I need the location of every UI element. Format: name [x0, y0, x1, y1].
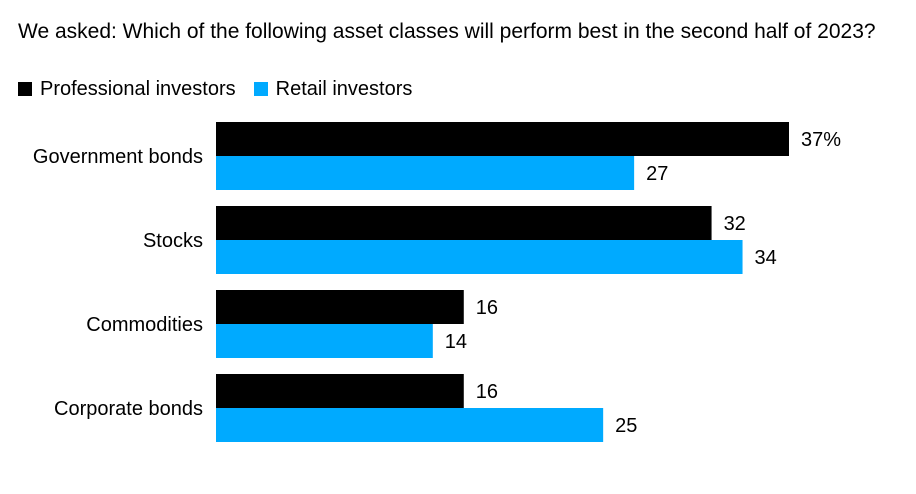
category-label: Government bonds	[33, 146, 203, 168]
legend-swatch-professional	[18, 82, 32, 96]
legend-label-retail: Retail investors	[275, 77, 413, 100]
legend: Professional investors Retail investors	[18, 78, 430, 100]
bar-retail	[216, 408, 604, 442]
value-label: 32	[724, 213, 746, 235]
bar-retail	[216, 156, 635, 190]
bar-professional	[216, 122, 789, 156]
value-label: 14	[445, 331, 467, 353]
category-label: Commodities	[86, 314, 203, 336]
legend-label-professional: Professional investors	[40, 77, 236, 100]
bar-retail	[216, 324, 433, 358]
bar-retail	[216, 240, 743, 274]
value-label: 37%	[801, 129, 841, 151]
bar-professional	[216, 290, 464, 324]
value-label: 25	[615, 415, 637, 437]
value-label: 34	[755, 247, 777, 269]
bar-professional	[216, 206, 712, 240]
value-label: 16	[476, 381, 498, 403]
chart-title: We asked: Which of the following asset c…	[18, 20, 876, 43]
legend-item-retail: Retail investors	[253, 77, 413, 101]
category-label: Corporate bonds	[54, 398, 203, 420]
value-label: 27	[646, 163, 668, 185]
category-label: Stocks	[143, 230, 203, 252]
legend-item-professional: Professional investors	[18, 78, 236, 101]
bar-professional	[216, 374, 464, 408]
legend-swatch-retail	[253, 82, 268, 96]
value-label: 16	[476, 297, 498, 319]
